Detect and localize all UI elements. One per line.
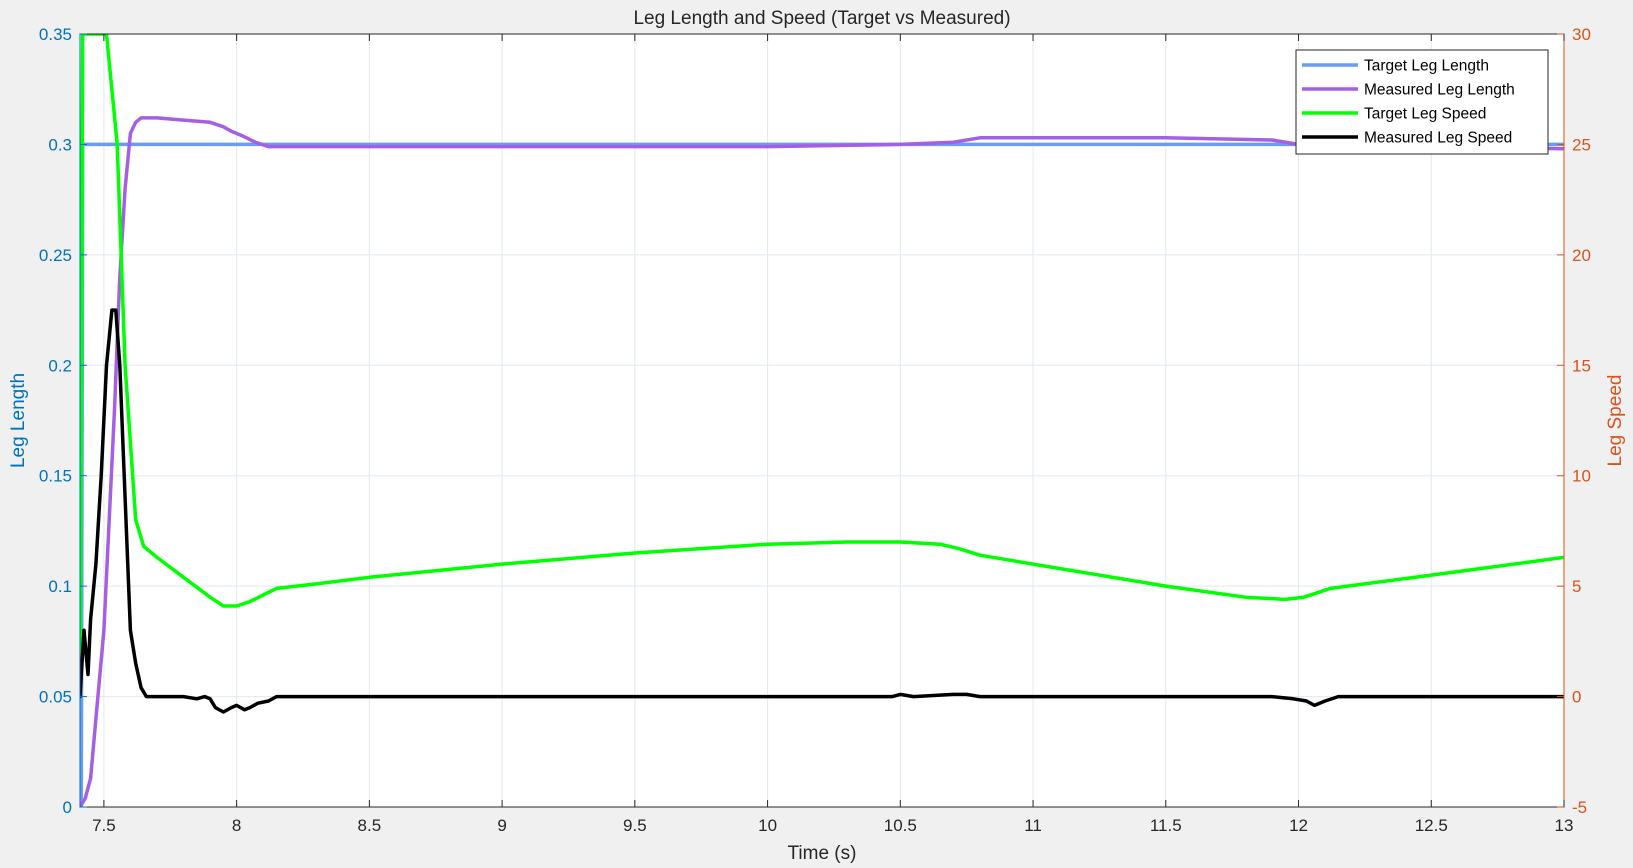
y-left-tick-label: 0.05: [39, 688, 72, 707]
y-right-tick-label: -5: [1572, 798, 1587, 817]
y-left-tick-label: 0.35: [39, 25, 72, 44]
x-tick-label: 10: [758, 816, 777, 835]
chart-title: Leg Length and Speed (Target vs Measured…: [633, 8, 1010, 29]
y-axis-left-label: Leg Length: [8, 373, 29, 468]
y-left-tick-label: 0: [63, 798, 72, 817]
x-axis: 7.5 8 8.5 9 9.5 10 10.5 11 11.5 12 12.5 13: [92, 34, 1573, 835]
x-tick-label: 13: [1555, 816, 1574, 835]
y-right-tick-label: 20: [1572, 246, 1591, 265]
x-tick-label: 10.5: [884, 816, 917, 835]
y-left-tick-label: 0.25: [39, 246, 72, 265]
legend-entry-measured-leg-length: Measured Leg Length: [1364, 82, 1515, 99]
y-axis-right-label: Leg Speed: [1605, 375, 1626, 467]
y-right-tick-label: 10: [1572, 467, 1591, 486]
left-axis: 0 0.05 0.1 0.15 0.2 0.25 0.3 0.35: [39, 25, 87, 817]
y-left-tick-label: 0.2: [48, 356, 72, 375]
x-axis-label: Time (s): [788, 843, 857, 864]
x-tick-label: 11: [1024, 816, 1042, 835]
y-left-tick-label: 0.15: [39, 467, 72, 486]
y-right-tick-label: 25: [1572, 135, 1591, 154]
y-right-tick-label: 5: [1572, 577, 1581, 596]
series-line-target-leg-speed: [80, 34, 1564, 699]
y-left-tick-label: 0.3: [48, 135, 72, 154]
plot-area: [80, 34, 1564, 807]
legend: Target Leg Length Measured Leg Length Targ…: [1295, 49, 1549, 155]
series-line-measured-leg-speed: [80, 308, 1564, 714]
legend-entry-target-leg-length: Target Leg Length: [1364, 58, 1489, 75]
x-tick-label: 7.5: [92, 816, 116, 835]
x-tick-label: 11.5: [1150, 816, 1182, 835]
series-line-measured-leg-length: [80, 116, 1564, 807]
right-axis: -5 0 5 10 15 20 25 30: [1557, 25, 1591, 817]
y-right-tick-label: 0: [1572, 688, 1581, 707]
legend-entry-measured-leg-speed: Measured Leg Speed: [1364, 130, 1512, 147]
legend-entry-target-leg-speed: Target Leg Speed: [1364, 106, 1486, 123]
x-tick-label: 8: [232, 816, 241, 835]
x-tick-label: 9.5: [623, 816, 647, 835]
x-tick-label: 12: [1289, 816, 1308, 835]
x-tick-label: 9: [497, 816, 506, 835]
y-right-tick-label: 30: [1572, 25, 1591, 44]
x-tick-label: 12.5: [1415, 816, 1448, 835]
y-right-tick-label: 15: [1572, 356, 1591, 375]
x-tick-label: 8.5: [358, 816, 382, 835]
y-left-tick-label: 0.1: [48, 577, 72, 596]
